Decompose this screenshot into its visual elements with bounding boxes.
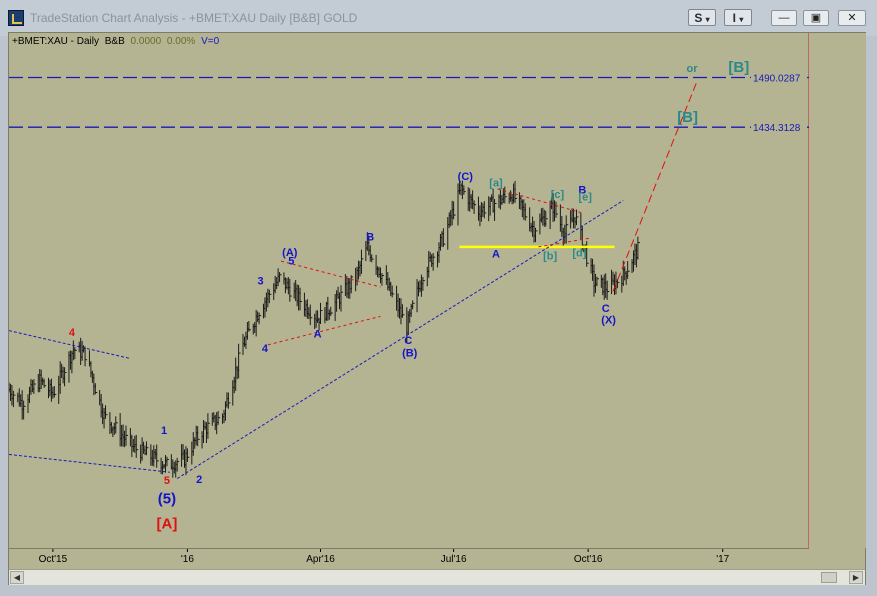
legend-value: 0.0000 xyxy=(130,36,162,47)
wave-label: C xyxy=(602,303,610,315)
x-tick-label: '17 xyxy=(716,554,729,565)
wave-label: 1 xyxy=(161,425,167,437)
wave-label: (A) xyxy=(282,247,298,259)
wave-label: or xyxy=(686,63,698,75)
scroll-right-icon[interactable]: ▶ xyxy=(849,571,863,584)
x-tick-label: Apr'16 xyxy=(306,554,335,565)
level-label-bg xyxy=(751,70,807,84)
wave-label: 5 xyxy=(164,475,170,487)
wave-label: C xyxy=(404,335,412,347)
trendline xyxy=(176,200,624,479)
legend-pct: 0.00% xyxy=(166,36,196,47)
projection-line xyxy=(612,82,697,292)
x-tick-label: Oct'15 xyxy=(39,554,68,565)
wave-label: A xyxy=(314,329,322,341)
chart-panel[interactable]: +BMET:XAU - Daily B&B 0.0000 0.00% V=0 1… xyxy=(8,32,866,585)
price-axis[interactable] xyxy=(809,33,866,548)
wave-label: [b] xyxy=(543,250,557,262)
s-menu-button[interactable]: S ▾ xyxy=(688,9,716,26)
minimize-icon: — xyxy=(778,12,790,24)
tradestation-app-icon[interactable] xyxy=(8,10,24,26)
minimize-button[interactable]: — xyxy=(771,10,797,26)
close-button[interactable]: ✕ xyxy=(838,10,866,26)
wave-label: [A] xyxy=(157,515,178,532)
level-label-bg xyxy=(751,120,807,134)
triangle-line xyxy=(538,237,592,248)
wave-label: [B] xyxy=(677,109,698,126)
chart-legend: +BMET:XAU - Daily B&B 0.0000 0.00% V=0 xyxy=(12,36,219,47)
wave-label: [B] xyxy=(728,59,749,76)
chevron-down-icon: ▾ xyxy=(705,15,710,24)
maximize-button[interactable]: ▣ xyxy=(803,10,829,26)
legend-volume: V=0 xyxy=(201,36,220,47)
wave-label: 5 xyxy=(288,256,294,268)
window-titlebar: TradeStation Chart Analysis - +BMET:XAU … xyxy=(0,0,877,36)
wave-label: (B) xyxy=(402,347,418,359)
scroll-left-icon[interactable]: ◀ xyxy=(10,571,24,584)
level-label: 1434.3128 xyxy=(753,123,801,134)
horizontal-scrollbar[interactable]: ◀ ▶ xyxy=(9,569,865,585)
window-title: TradeStation Chart Analysis - +BMET:XAU … xyxy=(30,11,358,25)
wave-label: 3 xyxy=(257,275,263,287)
trendline xyxy=(9,330,130,359)
x-tick-label: '16 xyxy=(181,554,194,565)
close-icon: ✕ xyxy=(847,12,857,24)
wave-label: [d] xyxy=(572,248,586,260)
wave-label: B xyxy=(578,184,586,196)
trendline xyxy=(9,453,170,473)
triangle-line xyxy=(280,260,381,288)
wave-label: [c] xyxy=(551,189,565,201)
time-axis[interactable] xyxy=(9,548,809,569)
level-label: 1490.0287 xyxy=(753,74,801,85)
legend-study: B&B xyxy=(104,36,125,47)
wave-label: B xyxy=(366,232,374,244)
wave-label: (C) xyxy=(458,171,474,183)
wave-label: (5) xyxy=(158,490,176,507)
wave-label: [e] xyxy=(579,192,593,204)
wave-label: (X) xyxy=(601,314,616,326)
wave-label: 2 xyxy=(196,474,202,486)
x-tick-label: Oct'16 xyxy=(574,554,603,565)
triangle-line xyxy=(267,315,381,346)
wave-label: 4 xyxy=(69,327,76,339)
i-menu-button[interactable]: I ▾ xyxy=(724,9,752,26)
wave-label: 4 xyxy=(262,343,269,355)
scrollbar-thumb[interactable] xyxy=(821,572,837,583)
triangle-line xyxy=(497,188,583,214)
wave-label: [a] xyxy=(489,177,503,189)
maximize-icon: ▣ xyxy=(810,12,822,24)
chevron-down-icon: ▾ xyxy=(739,15,744,24)
price-plot[interactable]: 1,000.00001,050.00001,100.00001,150.0000… xyxy=(9,33,865,569)
legend-symbol: +BMET:XAU - Daily xyxy=(12,36,99,47)
wave-label: A xyxy=(492,249,500,261)
x-tick-label: Jul'16 xyxy=(441,554,467,565)
